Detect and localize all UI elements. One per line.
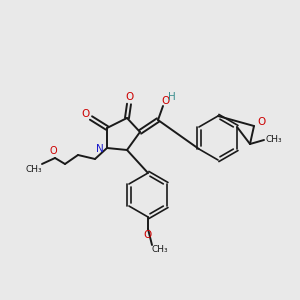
Text: O: O — [258, 117, 266, 127]
Text: CH₃: CH₃ — [26, 164, 42, 173]
Text: O: O — [161, 96, 169, 106]
Text: CH₃: CH₃ — [266, 134, 282, 143]
Text: O: O — [144, 230, 152, 240]
Text: O: O — [49, 146, 57, 156]
Text: H: H — [168, 92, 176, 102]
Text: CH₃: CH₃ — [152, 245, 168, 254]
Text: O: O — [81, 109, 89, 119]
Text: O: O — [126, 92, 134, 102]
Text: N: N — [96, 144, 104, 154]
